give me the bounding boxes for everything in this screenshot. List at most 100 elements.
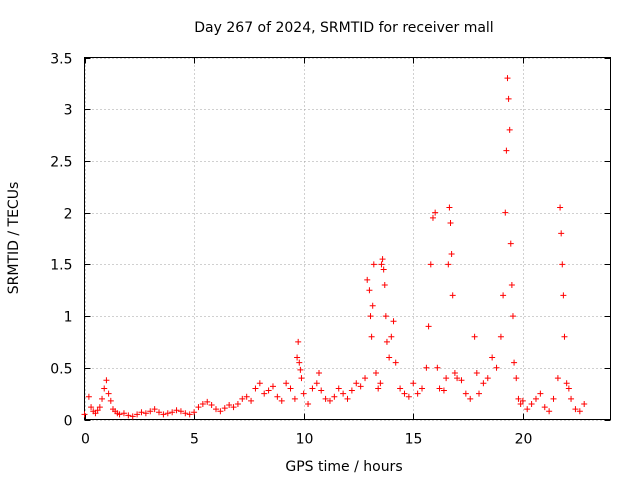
data-point xyxy=(248,397,255,404)
data-point xyxy=(517,400,524,407)
data-point xyxy=(261,390,268,397)
data-point xyxy=(388,333,395,340)
data-point xyxy=(436,385,443,392)
data-point xyxy=(234,400,241,407)
data-point xyxy=(322,395,329,402)
data-point xyxy=(291,395,298,402)
data-point xyxy=(226,402,233,409)
data-point xyxy=(278,397,285,404)
data-point xyxy=(489,354,496,361)
data-point xyxy=(331,393,338,400)
data-point xyxy=(134,411,141,418)
data-point xyxy=(156,409,163,416)
data-point xyxy=(425,323,432,330)
data-point xyxy=(366,287,373,294)
data-point xyxy=(96,404,103,411)
data-point xyxy=(519,397,526,404)
axis-ticks xyxy=(84,57,611,421)
data-point xyxy=(186,411,193,418)
data-point xyxy=(554,375,561,382)
data-point xyxy=(309,385,316,392)
data-point xyxy=(558,230,565,237)
data-point xyxy=(81,411,88,418)
data-point xyxy=(169,409,176,416)
data-point xyxy=(568,395,575,402)
data-point xyxy=(432,209,439,216)
data-point xyxy=(182,410,189,417)
data-point xyxy=(515,395,522,402)
data-point xyxy=(500,292,507,299)
x-tick-labels: 0 5 10 15 20 xyxy=(81,432,532,448)
data-point xyxy=(99,395,106,402)
data-point xyxy=(443,375,450,382)
data-point xyxy=(480,380,487,387)
data-point xyxy=(511,359,518,366)
data-point xyxy=(561,333,568,340)
data-point xyxy=(572,406,579,413)
data-point xyxy=(92,410,99,417)
data-point xyxy=(344,395,351,402)
data-point xyxy=(462,390,469,397)
y-tick-label: 0.5 xyxy=(50,362,72,378)
data-point xyxy=(504,75,511,82)
data-point xyxy=(348,387,355,394)
data-point xyxy=(507,240,514,247)
data-point xyxy=(367,313,374,320)
data-point xyxy=(506,126,513,133)
y-tick-label: 2.5 xyxy=(50,155,72,171)
x-tick-label: 0 xyxy=(81,432,90,448)
data-point xyxy=(283,380,290,387)
data-point xyxy=(497,333,504,340)
data-point xyxy=(105,390,112,397)
data-point xyxy=(392,359,399,366)
data-point xyxy=(560,292,567,299)
data-point xyxy=(532,395,539,402)
data-point xyxy=(528,400,535,407)
data-point xyxy=(274,393,281,400)
data-point xyxy=(378,261,385,268)
data-point xyxy=(565,385,572,392)
data-point xyxy=(471,333,478,340)
data-point xyxy=(563,380,570,387)
data-point xyxy=(294,354,301,361)
data-point xyxy=(213,406,219,413)
plot-frame xyxy=(84,57,611,420)
data-point xyxy=(447,219,454,226)
data-point xyxy=(297,366,304,373)
data-point xyxy=(340,390,347,397)
data-point xyxy=(107,397,114,404)
data-point xyxy=(449,292,456,299)
data-point xyxy=(239,395,246,402)
grid-lines xyxy=(84,57,611,421)
data-point xyxy=(537,390,544,397)
data-point xyxy=(94,407,101,414)
data-point xyxy=(295,338,302,345)
data-point xyxy=(138,409,145,416)
data-point xyxy=(362,375,369,382)
data-point xyxy=(476,390,482,397)
data-point xyxy=(503,147,510,154)
data-point xyxy=(204,398,211,405)
data-point xyxy=(502,209,509,216)
data-point xyxy=(410,380,417,387)
data-point xyxy=(493,364,500,371)
data-point xyxy=(434,364,441,371)
data-point xyxy=(298,375,305,382)
data-point xyxy=(370,261,377,268)
data-point xyxy=(300,390,307,397)
data-point xyxy=(313,380,320,387)
data-point xyxy=(305,400,312,407)
data-point xyxy=(405,393,412,400)
data-point xyxy=(576,408,583,415)
data-point xyxy=(116,411,123,418)
data-point xyxy=(377,380,384,387)
data-point xyxy=(326,397,333,404)
data-point xyxy=(129,413,136,420)
data-point xyxy=(195,404,202,411)
y-tick-labels: 0 0.5 1 1.5 2 2.5 3 3.5 xyxy=(50,52,72,430)
data-point xyxy=(316,369,323,376)
data-point xyxy=(318,387,325,394)
data-point xyxy=(85,393,92,400)
data-point xyxy=(177,408,184,415)
data-point xyxy=(390,318,397,325)
